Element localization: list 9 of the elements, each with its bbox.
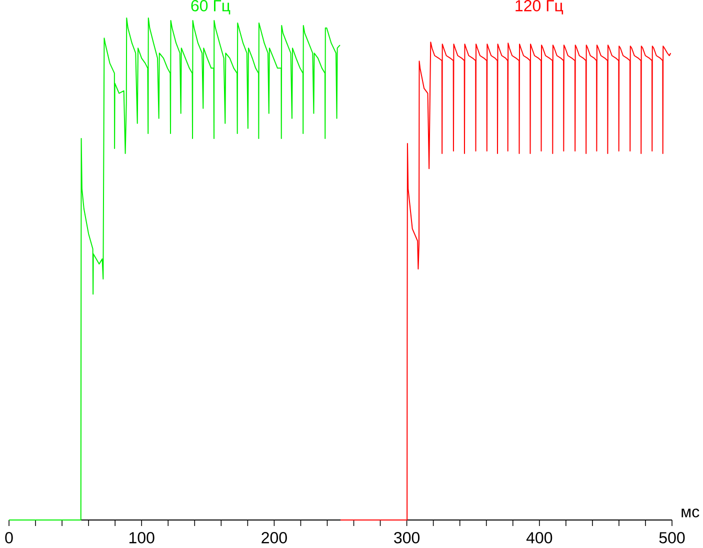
x-tick-label: 200 — [262, 532, 287, 544]
series-label: 120 Гц — [516, 0, 564, 14]
x-tick-label: 300 — [394, 532, 420, 544]
x-tick-label: 0 — [5, 532, 13, 544]
series-label: 60 Гц — [191, 0, 230, 14]
x-tick-label: 400 — [526, 532, 552, 544]
x-tick-label: 100 — [129, 532, 154, 544]
x-axis-title: мс — [682, 508, 700, 518]
x-tick-label: 500 — [659, 532, 685, 544]
